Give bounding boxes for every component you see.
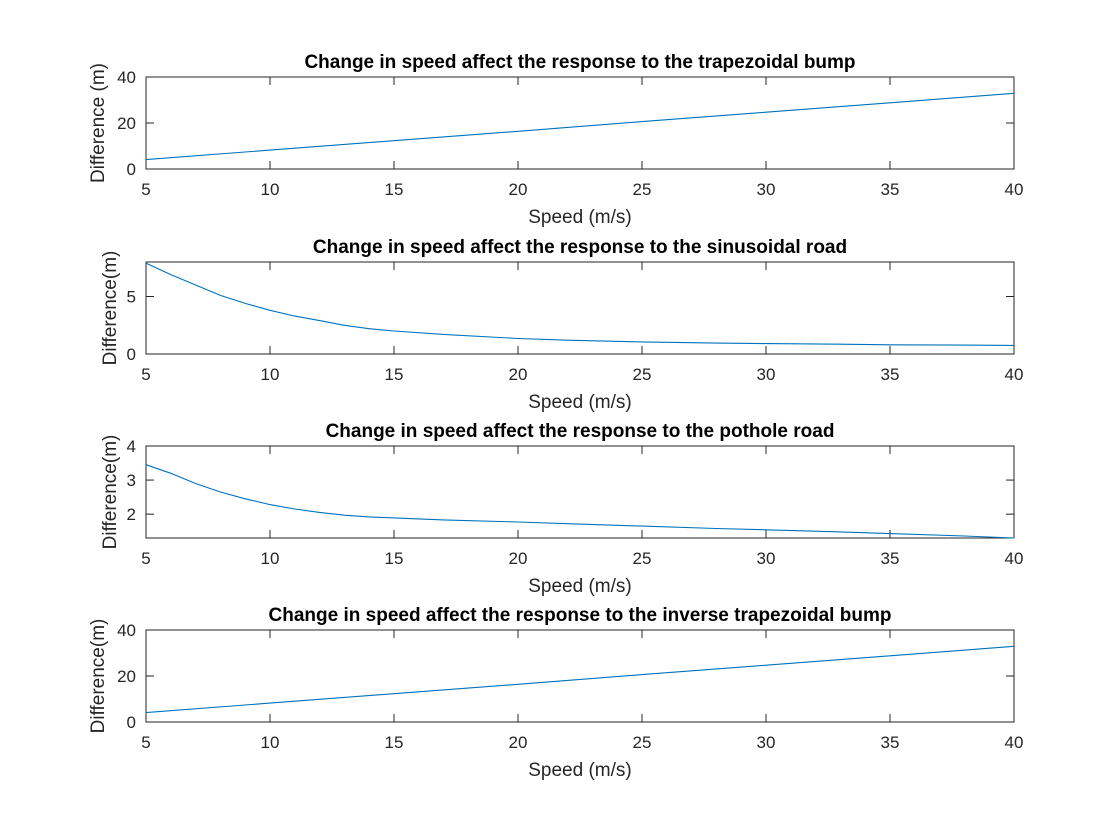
x-tick-label: 15: [385, 549, 404, 568]
chart-title: Change in speed affect the response to t…: [269, 605, 892, 626]
y-tick-label: 40: [117, 621, 136, 640]
x-tick-label: 20: [509, 733, 528, 752]
x-tick-label: 35: [881, 549, 900, 568]
y-tick-label: 0: [127, 160, 136, 179]
axes-box: [145, 629, 1015, 723]
x-axis-label: Speed (m/s): [528, 576, 631, 597]
axes-box: [145, 261, 1015, 355]
y-tick-label: 0: [127, 713, 136, 732]
axes-box: [145, 76, 1015, 170]
y-tick-label: 5: [127, 288, 136, 307]
x-tick-label: 30: [757, 549, 776, 568]
x-tick-label: 40: [1005, 549, 1024, 568]
series-line: [145, 262, 1015, 346]
x-tick-label: 35: [881, 733, 900, 752]
x-tick-label: 15: [385, 180, 404, 199]
y-tick-label: 20: [117, 667, 136, 686]
x-tick-label: 20: [509, 549, 528, 568]
y-tick-label: 20: [117, 114, 136, 133]
x-tick-label: 10: [261, 180, 280, 199]
x-tick-label: 40: [1005, 365, 1024, 384]
y-axis-label: Difference(m): [88, 619, 109, 734]
x-tick-label: 20: [509, 180, 528, 199]
x-tick-label: 25: [633, 549, 652, 568]
x-tick-label: 35: [881, 365, 900, 384]
x-tick-label: 10: [261, 365, 280, 384]
x-tick-label: 5: [141, 733, 150, 752]
x-tick-label: 5: [141, 365, 150, 384]
y-tick-label: 2: [127, 505, 136, 524]
x-tick-label: 25: [633, 365, 652, 384]
y-axis-label: Difference (m): [88, 63, 109, 183]
series-line: [145, 92, 1015, 161]
x-tick-label: 20: [509, 365, 528, 384]
subplot-4: Change in speed affect the response to t…: [88, 605, 1023, 781]
x-tick-label: 25: [633, 180, 652, 199]
x-tick-label: 35: [881, 180, 900, 199]
series-line: [145, 645, 1015, 714]
x-tick-label: 30: [757, 733, 776, 752]
subplot-2: Change in speed affect the response to t…: [100, 237, 1023, 413]
x-axis-label: Speed (m/s): [528, 392, 631, 413]
y-tick-label: 0: [127, 345, 136, 364]
subplot-3: Change in speed affect the response to t…: [100, 421, 1023, 597]
x-axis-label: Speed (m/s): [528, 207, 631, 228]
axes-box: [145, 445, 1015, 539]
x-tick-label: 30: [757, 180, 776, 199]
chart-title: Change in speed affect the response to t…: [326, 421, 835, 442]
chart-title: Change in speed affect the response to t…: [304, 52, 855, 73]
x-tick-label: 5: [141, 180, 150, 199]
x-tick-label: 40: [1005, 180, 1024, 199]
y-tick-label: 3: [127, 471, 136, 490]
x-tick-label: 25: [633, 733, 652, 752]
y-tick-label: 4: [127, 437, 136, 456]
x-tick-label: 30: [757, 365, 776, 384]
x-tick-label: 15: [385, 365, 404, 384]
series-line: [145, 464, 1015, 539]
chart-title: Change in speed affect the response to t…: [313, 237, 847, 258]
x-axis-label: Speed (m/s): [528, 760, 631, 781]
x-tick-label: 10: [261, 733, 280, 752]
x-tick-label: 15: [385, 733, 404, 752]
y-axis-label: Difference(m): [100, 435, 121, 550]
y-axis-label: Difference(m): [100, 251, 121, 366]
subplot-1: Change in speed affect the response to t…: [88, 52, 1023, 228]
x-tick-label: 5: [141, 549, 150, 568]
x-tick-label: 10: [261, 549, 280, 568]
x-tick-label: 40: [1005, 733, 1024, 752]
y-tick-label: 40: [117, 68, 136, 87]
